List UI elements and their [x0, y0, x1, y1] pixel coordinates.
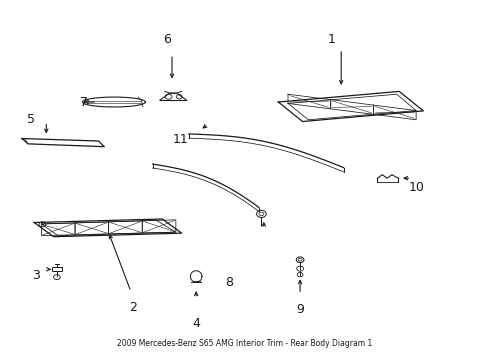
Text: 1: 1	[327, 33, 335, 46]
Text: 7: 7	[80, 95, 88, 108]
Text: 6: 6	[163, 33, 171, 46]
Text: 10: 10	[407, 181, 423, 194]
Text: 5: 5	[27, 113, 35, 126]
Text: 2: 2	[129, 301, 137, 314]
Text: 2009 Mercedes-Benz S65 AMG Interior Trim - Rear Body Diagram 1: 2009 Mercedes-Benz S65 AMG Interior Trim…	[117, 339, 371, 348]
Text: 9: 9	[296, 303, 304, 316]
Text: 3: 3	[32, 269, 40, 282]
Text: 4: 4	[192, 317, 200, 330]
Text: 11: 11	[172, 133, 188, 146]
Text: 8: 8	[224, 276, 233, 289]
